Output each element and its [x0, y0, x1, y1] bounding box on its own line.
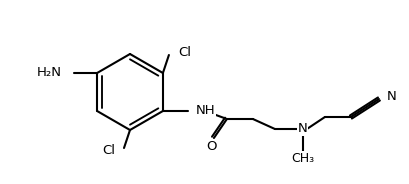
Text: N: N: [297, 123, 307, 135]
Text: O: O: [206, 141, 217, 153]
Text: Cl: Cl: [178, 45, 191, 59]
Text: CH₃: CH₃: [291, 151, 314, 164]
Text: Cl: Cl: [102, 144, 115, 158]
Text: N: N: [386, 91, 396, 103]
Text: H₂N: H₂N: [37, 66, 62, 79]
Text: NH: NH: [196, 103, 215, 116]
